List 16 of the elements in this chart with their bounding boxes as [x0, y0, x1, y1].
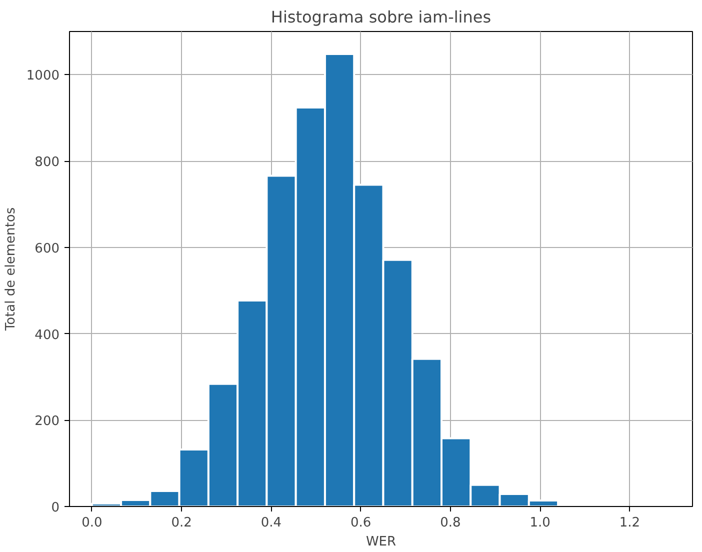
x-axis-title: WER	[366, 534, 396, 550]
y-tick-label: 200	[34, 414, 60, 430]
y-tick-label: 800	[34, 155, 60, 170]
y-tick-label: 600	[34, 241, 60, 256]
y-axis-title: Total de elementos	[3, 207, 18, 332]
x-tick-label: 0.2	[171, 516, 192, 530]
y-tick-label: 400	[34, 328, 60, 343]
x-tick-label: 0.6	[350, 516, 372, 530]
x-tick-label: 0.4	[260, 516, 282, 530]
chart-title: Histograma sobre iam-lines	[270, 8, 492, 26]
x-tick-label: 1.2	[619, 516, 640, 530]
y-tick-label: 0	[51, 500, 60, 516]
x-tick-label: 0.0	[82, 516, 102, 530]
x-tick-label: 0.8	[440, 516, 461, 530]
x-tick-label: 1.0	[530, 516, 550, 530]
y-tick-label: 1000	[26, 68, 60, 84]
